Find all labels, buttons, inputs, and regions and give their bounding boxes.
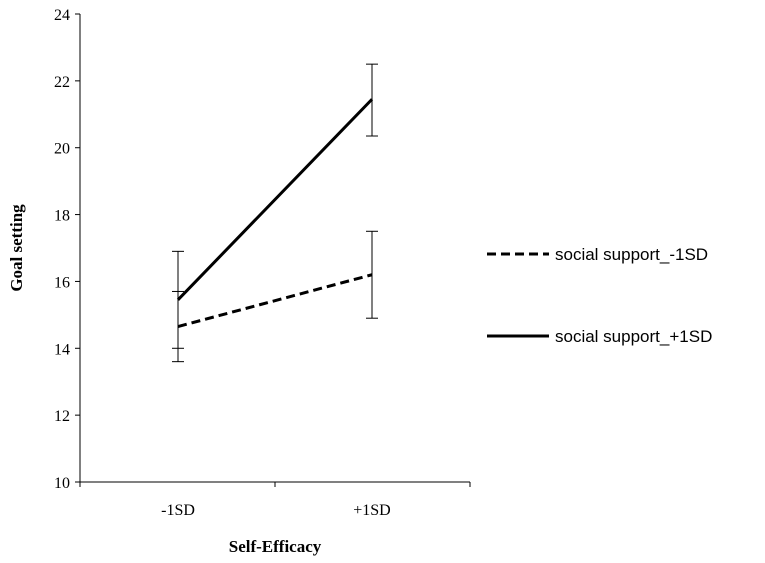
- axes: [79, 14, 470, 483]
- series-line-1: [176, 98, 374, 301]
- y-tick-label: 16: [54, 274, 70, 291]
- x-tick-label: -1SD: [161, 502, 195, 519]
- y-ticks: 10 12 14 16 18 20 22 24: [54, 7, 80, 492]
- y-tick-label: 24: [54, 7, 70, 24]
- series-line-0: [177, 273, 373, 329]
- series-layer: [172, 63, 378, 363]
- y-tick-label: 22: [54, 74, 70, 91]
- y-tick-label: 14: [54, 341, 70, 358]
- y-tick-label: 10: [54, 475, 70, 492]
- x-axis-title: Self-Efficacy: [229, 537, 322, 556]
- x-tick-label: +1SD: [353, 502, 390, 519]
- legend-label: social support_-1SD: [555, 245, 708, 264]
- y-axis-title: Goal setting: [7, 204, 26, 292]
- y-tick-label: 20: [54, 141, 70, 158]
- y-tick-label: 18: [54, 208, 70, 225]
- x-ticks: -1SD +1SD: [79, 482, 471, 519]
- y-tick-label: 12: [54, 408, 70, 425]
- legend-label: social support_+1SD: [555, 327, 712, 346]
